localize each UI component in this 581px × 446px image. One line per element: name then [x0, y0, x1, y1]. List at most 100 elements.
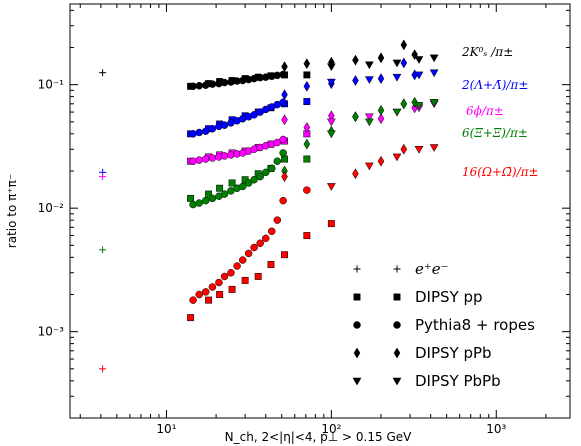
data-point-diamond: [281, 114, 288, 126]
data-point-circle: [215, 278, 223, 287]
axis-ticks: 10¹ 10² 10³ 10⁻³ 10⁻² 10⁻¹: [38, 4, 570, 436]
legend-label-pythia8-ropes: Pythia8 + ropes: [415, 316, 535, 334]
data-point-triangle-down: [429, 69, 439, 78]
y-tick-label: 10⁻¹: [38, 78, 65, 92]
legend-label-dipsy-pbpb: DIPSY PbPb: [415, 372, 501, 390]
data-point-circle: [256, 172, 264, 181]
data-point-square: [228, 179, 236, 187]
data-point-diamond: [303, 122, 311, 133]
legend-label-ee: e⁺e⁻: [415, 260, 449, 278]
data-point-square: [241, 276, 249, 284]
data-point-triangle-down: [414, 56, 424, 64]
y-tick-label: 10⁻²: [38, 201, 65, 215]
x-tick-label: 10³: [486, 422, 506, 436]
legend-marker: [392, 377, 402, 386]
legend-entry-dipsy-pp: DIPSY pp: [353, 288, 483, 306]
y-axis-label: ratio to π⁺π⁻: [5, 174, 19, 248]
data-point-circle: [238, 256, 247, 264]
data-point-circle: [195, 290, 203, 299]
data-point-plus: [99, 173, 107, 181]
series-4: [99, 143, 439, 373]
legend-marker-square: [353, 293, 401, 301]
series-label-k0: 2K⁰ₛ /π±: [461, 45, 513, 59]
data-point-circle: [208, 194, 217, 203]
data-point-triangle-down: [326, 78, 336, 87]
data-point-diamond: [400, 57, 408, 69]
data-point-triangle-down: [392, 108, 402, 117]
legend-marker: [393, 347, 401, 359]
series-3: [99, 96, 439, 254]
data-point-circle: [233, 262, 241, 270]
data-point-square: [228, 285, 236, 293]
data-point-triangle-down: [364, 162, 374, 171]
data-point-circle: [279, 98, 287, 107]
data-point-diamond: [377, 52, 385, 64]
data-point-diamond: [377, 113, 385, 125]
legend-marker: [393, 265, 401, 273]
series-label-phi: 6ϕ/π±: [466, 104, 504, 118]
data-point-circle: [244, 249, 253, 258]
data-point-diamond: [352, 75, 359, 87]
data-point-circle: [208, 283, 217, 291]
data-point-triangle-down: [392, 59, 402, 68]
data-point-triangle-down: [429, 144, 439, 152]
data-point-plus: [99, 69, 107, 77]
data-point-circle: [201, 155, 210, 163]
data-point-circle: [261, 234, 270, 243]
legend-marker-circle: [353, 321, 401, 329]
data-point-triangle-down: [414, 102, 424, 110]
series-label-omega: 16(Ω+Ω̄)/π±: [462, 165, 539, 179]
data-point-circle: [273, 216, 282, 224]
data-point-circle: [279, 70, 287, 79]
data-point-circle: [220, 152, 229, 160]
x-tick-label: 10²: [321, 422, 341, 436]
data-point-diamond: [377, 104, 385, 116]
legend-marker: [352, 377, 362, 386]
data-point-diamond: [303, 80, 311, 92]
data-point-triangle-down: [364, 76, 374, 85]
data-point-diamond: [352, 54, 359, 66]
series-0: [99, 39, 439, 91]
data-point-circle: [208, 154, 217, 162]
data-point-diamond: [377, 73, 385, 85]
series-labels: 2K⁰ₛ /π± 2(Λ+Λ̄)/π± 6ϕ/π± 6(Ξ+Ξ̄)/π± 16(…: [461, 45, 539, 179]
data-point-square: [303, 98, 311, 106]
data-point-triangle-down: [326, 63, 336, 72]
data-point-triangle-down: [414, 145, 424, 154]
data-point-circle: [303, 186, 311, 194]
data-point-diamond: [303, 58, 311, 70]
data-point-circle: [250, 243, 258, 252]
data-point-circle: [220, 272, 229, 281]
plot-frame: [69, 3, 571, 419]
data-point-circle: [227, 269, 235, 277]
data-point-triangle-down: [326, 183, 336, 191]
data-point-diamond: [352, 111, 359, 123]
data-point-triangle-down: [414, 71, 424, 80]
data-point-triangle-down: [392, 153, 402, 162]
data-point-triangle-down: [364, 118, 374, 127]
legend-entry-ee: e⁺e⁻: [353, 260, 449, 278]
legend-marker: [393, 321, 401, 329]
data-point-circle: [208, 124, 217, 133]
data-point-triangle-down: [326, 118, 336, 127]
data-point-circle: [220, 121, 229, 129]
data-point-square: [303, 71, 311, 79]
data-point-square: [281, 251, 288, 259]
data-point-square: [205, 190, 213, 198]
data-point-circle: [268, 164, 276, 173]
data-point-circle: [261, 168, 270, 177]
legend-marker-ee: [353, 265, 401, 273]
data-point-circle: [250, 111, 258, 119]
legend-label-dipsy-ppb: DIPSY pPb: [415, 344, 492, 362]
legend-marker: [353, 347, 361, 359]
data-point-triangle-down: [364, 113, 374, 122]
data-point-circle: [250, 175, 258, 184]
data-point-circle: [201, 288, 210, 296]
data-point-square: [205, 296, 213, 304]
data-point-circle: [195, 128, 203, 137]
data-point-circle: [201, 127, 210, 135]
data-point-circle: [227, 78, 235, 86]
data-point-circle: [273, 138, 282, 147]
data-point-triangle-down: [429, 54, 439, 63]
series-label-xi: 6(Ξ+Ξ̄)/π±: [462, 126, 528, 140]
